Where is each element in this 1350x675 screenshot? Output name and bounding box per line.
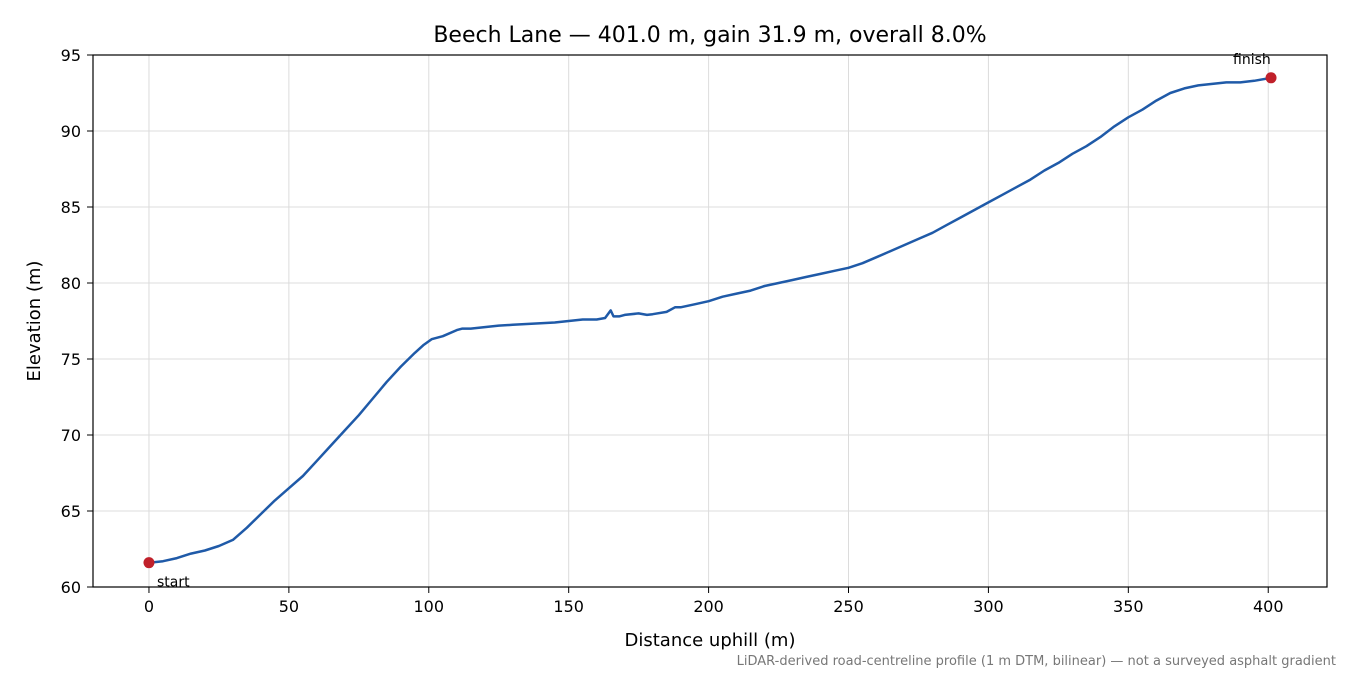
finish-marker bbox=[1265, 72, 1277, 84]
x-tick-label: 100 bbox=[414, 597, 445, 616]
x-tick-label: 150 bbox=[553, 597, 584, 616]
x-tick-label: 350 bbox=[1113, 597, 1144, 616]
start-marker bbox=[143, 557, 155, 569]
y-tick-label: 75 bbox=[61, 350, 81, 369]
start-label: start bbox=[157, 575, 190, 591]
x-tick-label: 0 bbox=[144, 597, 154, 616]
x-tick-label: 200 bbox=[693, 597, 724, 616]
footnote: LiDAR-derived road-centreline profile (1… bbox=[737, 654, 1336, 669]
x-tick-label: 400 bbox=[1253, 597, 1284, 616]
y-tick-label: 95 bbox=[61, 46, 81, 65]
finish-label: finish bbox=[1233, 52, 1271, 68]
axis-ticks: 0 50 100 150 200 250 300 350 400 60 65 70 75 80 85 90 95 bbox=[61, 46, 1284, 616]
y-tick-label: 60 bbox=[61, 578, 81, 597]
y-tick-label: 65 bbox=[61, 502, 81, 521]
y-tick-label: 90 bbox=[61, 122, 81, 141]
plot-frame bbox=[92, 54, 1328, 588]
elevation-line bbox=[148, 76, 1272, 564]
endpoint-markers: start finish bbox=[143, 52, 1277, 591]
y-tick-label: 85 bbox=[61, 198, 81, 217]
y-tick-label: 70 bbox=[61, 426, 81, 445]
x-axis-label: Distance uphill (m) bbox=[625, 630, 796, 651]
y-tick-label: 80 bbox=[61, 274, 81, 293]
grid-lines bbox=[93, 54, 1327, 588]
x-tick-label: 250 bbox=[833, 597, 864, 616]
chart-title: Beech Lane — 401.0 m, gain 31.9 m, overa… bbox=[433, 23, 986, 48]
y-axis-label: Elevation (m) bbox=[24, 261, 45, 382]
x-tick-label: 50 bbox=[279, 597, 299, 616]
x-tick-label: 300 bbox=[973, 597, 1004, 616]
